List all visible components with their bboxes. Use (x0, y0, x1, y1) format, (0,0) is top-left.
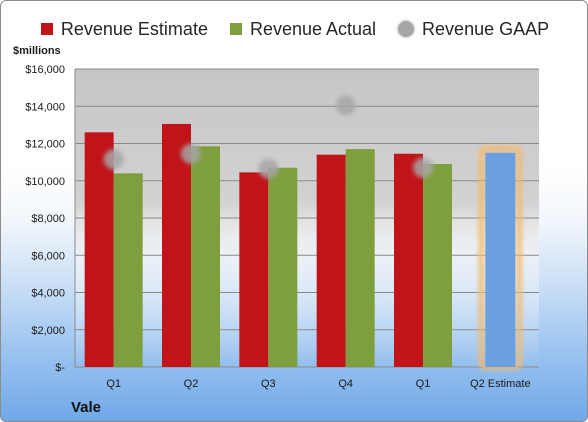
x-tick-label: Q2 (184, 378, 199, 390)
bar-revenue-estimate (394, 153, 423, 367)
y-tick-label: $- (55, 362, 65, 374)
legend-label-estimate: Revenue Estimate (60, 18, 208, 39)
bar-revenue-estimate (239, 172, 269, 367)
x-tick-label: Q1 (106, 378, 121, 390)
marker-revenue-gaap (258, 158, 279, 179)
bar-revenue-estimate (316, 154, 346, 367)
legend-item-gaap: Revenue GAAP (398, 15, 549, 43)
legend-label-gaap: Revenue GAAP (422, 18, 550, 39)
chart-legend: Revenue Estimate Revenue Actual Revenue … (1, 15, 587, 43)
bar-revenue-actual (345, 149, 375, 367)
y-tick-label: $10,000 (25, 176, 65, 188)
y-tick-label: $2,000 (31, 325, 65, 337)
bar-revenue-estimate (162, 123, 191, 367)
legend-marker-gaap (398, 21, 415, 37)
x-tick-label: Q1 (416, 378, 431, 390)
bar-revenue-actual (113, 173, 143, 367)
y-tick-label: $16,000 (25, 64, 65, 76)
marker-revenue-gaap (181, 143, 201, 164)
bar-q2-estimate (485, 152, 516, 367)
legend-item-actual: Revenue Actual (229, 15, 377, 43)
legend-label-actual: Revenue Actual (249, 18, 377, 39)
legend-swatch-estimate (40, 23, 53, 35)
bar-revenue-actual (268, 167, 298, 367)
x-tick-label: Q2 Estimate (470, 378, 531, 390)
legend-swatch-actual (229, 23, 242, 35)
company-name: Vale (71, 399, 102, 416)
y-tick-label: $6,000 (31, 250, 65, 262)
y-axis-unit-label: $millions (13, 45, 61, 57)
marker-revenue-gaap (335, 95, 356, 116)
bar-revenue-actual (423, 163, 452, 367)
y-tick-label: $8,000 (31, 213, 65, 225)
marker-revenue-gaap (413, 157, 433, 178)
bar-revenue-estimate (84, 132, 114, 367)
bar-revenue-actual (191, 146, 220, 367)
y-tick-label: $12,000 (25, 139, 65, 151)
x-tick-label: Q4 (338, 378, 353, 390)
y-tick-label: $14,000 (25, 101, 65, 113)
marker-revenue-gaap (103, 149, 124, 170)
y-tick-label: $4,000 (31, 288, 65, 300)
x-tick-label: Q3 (261, 378, 276, 390)
legend-item-estimate: Revenue Estimate (40, 15, 208, 43)
